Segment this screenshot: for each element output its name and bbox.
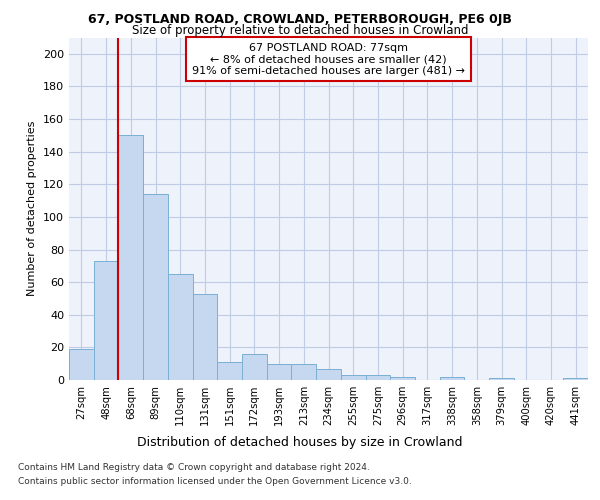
- Bar: [390, 376, 415, 380]
- Bar: [267, 364, 292, 380]
- Bar: [69, 349, 94, 380]
- Bar: [143, 194, 168, 380]
- Bar: [217, 362, 242, 380]
- Bar: [292, 364, 316, 380]
- Y-axis label: Number of detached properties: Number of detached properties: [28, 121, 37, 296]
- Bar: [365, 375, 390, 380]
- Text: 67, POSTLAND ROAD, CROWLAND, PETERBOROUGH, PE6 0JB: 67, POSTLAND ROAD, CROWLAND, PETERBOROUG…: [88, 12, 512, 26]
- Bar: [440, 376, 464, 380]
- Bar: [94, 261, 118, 380]
- Bar: [168, 274, 193, 380]
- Bar: [193, 294, 217, 380]
- Bar: [341, 375, 365, 380]
- Bar: [316, 368, 341, 380]
- Text: 67 POSTLAND ROAD: 77sqm
← 8% of detached houses are smaller (42)
91% of semi-det: 67 POSTLAND ROAD: 77sqm ← 8% of detached…: [192, 42, 465, 76]
- Bar: [563, 378, 588, 380]
- Text: Distribution of detached houses by size in Crowland: Distribution of detached houses by size …: [137, 436, 463, 449]
- Text: Contains HM Land Registry data © Crown copyright and database right 2024.: Contains HM Land Registry data © Crown c…: [18, 464, 370, 472]
- Bar: [118, 136, 143, 380]
- Bar: [489, 378, 514, 380]
- Bar: [242, 354, 267, 380]
- Text: Size of property relative to detached houses in Crowland: Size of property relative to detached ho…: [132, 24, 468, 37]
- Text: Contains public sector information licensed under the Open Government Licence v3: Contains public sector information licen…: [18, 477, 412, 486]
